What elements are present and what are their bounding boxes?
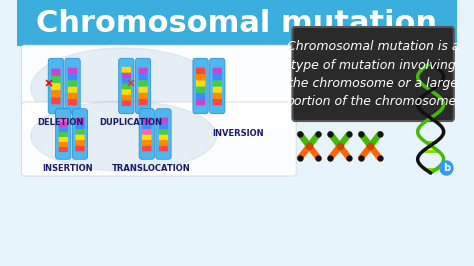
FancyBboxPatch shape	[21, 45, 296, 126]
FancyBboxPatch shape	[213, 99, 222, 105]
FancyBboxPatch shape	[122, 95, 131, 100]
FancyBboxPatch shape	[138, 74, 148, 80]
FancyBboxPatch shape	[17, 0, 456, 46]
Text: Chromosomal mutation: Chromosomal mutation	[36, 9, 438, 38]
FancyBboxPatch shape	[196, 80, 205, 86]
FancyBboxPatch shape	[75, 134, 85, 140]
Ellipse shape	[31, 48, 216, 128]
Text: INVERSION: INVERSION	[212, 130, 264, 139]
FancyBboxPatch shape	[213, 93, 222, 99]
FancyBboxPatch shape	[118, 58, 134, 114]
FancyBboxPatch shape	[59, 127, 68, 132]
FancyBboxPatch shape	[138, 93, 148, 99]
FancyBboxPatch shape	[136, 58, 151, 114]
FancyBboxPatch shape	[59, 132, 68, 137]
FancyBboxPatch shape	[196, 93, 205, 99]
FancyBboxPatch shape	[59, 142, 68, 147]
Text: Chromosomal mutation is a
type of mutation involving
the chromosome or a large
p: Chromosomal mutation is a type of mutati…	[286, 40, 460, 107]
FancyBboxPatch shape	[122, 72, 131, 78]
FancyBboxPatch shape	[75, 146, 85, 151]
FancyBboxPatch shape	[193, 58, 208, 114]
FancyBboxPatch shape	[213, 86, 222, 93]
FancyBboxPatch shape	[138, 68, 148, 74]
FancyBboxPatch shape	[51, 97, 61, 104]
FancyBboxPatch shape	[213, 74, 222, 80]
FancyBboxPatch shape	[68, 86, 77, 93]
Text: b: b	[443, 163, 450, 173]
Text: DELETION: DELETION	[37, 118, 84, 127]
FancyBboxPatch shape	[55, 109, 71, 159]
FancyBboxPatch shape	[75, 118, 85, 123]
FancyBboxPatch shape	[159, 146, 168, 151]
FancyBboxPatch shape	[159, 140, 168, 146]
FancyBboxPatch shape	[196, 74, 205, 80]
FancyBboxPatch shape	[138, 86, 148, 93]
FancyBboxPatch shape	[122, 78, 131, 84]
FancyBboxPatch shape	[156, 109, 171, 159]
FancyBboxPatch shape	[51, 76, 61, 83]
Ellipse shape	[31, 101, 216, 171]
FancyBboxPatch shape	[59, 122, 68, 127]
FancyBboxPatch shape	[68, 99, 77, 105]
FancyBboxPatch shape	[51, 69, 61, 76]
Text: DUPLICATION: DUPLICATION	[100, 118, 163, 127]
FancyBboxPatch shape	[122, 67, 131, 73]
FancyBboxPatch shape	[68, 68, 77, 74]
FancyBboxPatch shape	[142, 123, 151, 129]
FancyBboxPatch shape	[68, 74, 77, 80]
FancyBboxPatch shape	[65, 58, 80, 114]
FancyBboxPatch shape	[196, 99, 205, 105]
FancyBboxPatch shape	[142, 146, 151, 151]
FancyBboxPatch shape	[159, 118, 168, 123]
FancyBboxPatch shape	[292, 27, 454, 121]
FancyBboxPatch shape	[142, 134, 151, 140]
FancyBboxPatch shape	[59, 147, 68, 152]
Text: TRANSLOCATION: TRANSLOCATION	[112, 164, 191, 173]
FancyBboxPatch shape	[68, 93, 77, 99]
FancyBboxPatch shape	[142, 140, 151, 146]
FancyBboxPatch shape	[75, 123, 85, 129]
FancyBboxPatch shape	[59, 117, 68, 122]
FancyBboxPatch shape	[75, 129, 85, 135]
FancyBboxPatch shape	[142, 118, 151, 123]
FancyBboxPatch shape	[59, 137, 68, 142]
FancyBboxPatch shape	[159, 123, 168, 129]
FancyBboxPatch shape	[159, 134, 168, 140]
FancyBboxPatch shape	[213, 68, 222, 74]
FancyBboxPatch shape	[139, 109, 155, 159]
FancyBboxPatch shape	[122, 89, 131, 95]
FancyBboxPatch shape	[122, 100, 131, 106]
FancyBboxPatch shape	[75, 140, 85, 146]
FancyBboxPatch shape	[51, 90, 61, 97]
FancyBboxPatch shape	[210, 58, 225, 114]
FancyBboxPatch shape	[73, 109, 88, 159]
FancyBboxPatch shape	[138, 99, 148, 105]
FancyBboxPatch shape	[122, 84, 131, 89]
Circle shape	[440, 161, 453, 175]
FancyBboxPatch shape	[21, 102, 296, 176]
FancyBboxPatch shape	[213, 80, 222, 86]
FancyBboxPatch shape	[196, 68, 205, 74]
FancyBboxPatch shape	[138, 80, 148, 86]
FancyBboxPatch shape	[68, 80, 77, 86]
Text: INSERTION: INSERTION	[43, 164, 93, 173]
FancyBboxPatch shape	[159, 129, 168, 135]
FancyBboxPatch shape	[142, 129, 151, 135]
FancyBboxPatch shape	[196, 86, 205, 93]
FancyBboxPatch shape	[51, 83, 61, 90]
FancyBboxPatch shape	[48, 58, 64, 114]
